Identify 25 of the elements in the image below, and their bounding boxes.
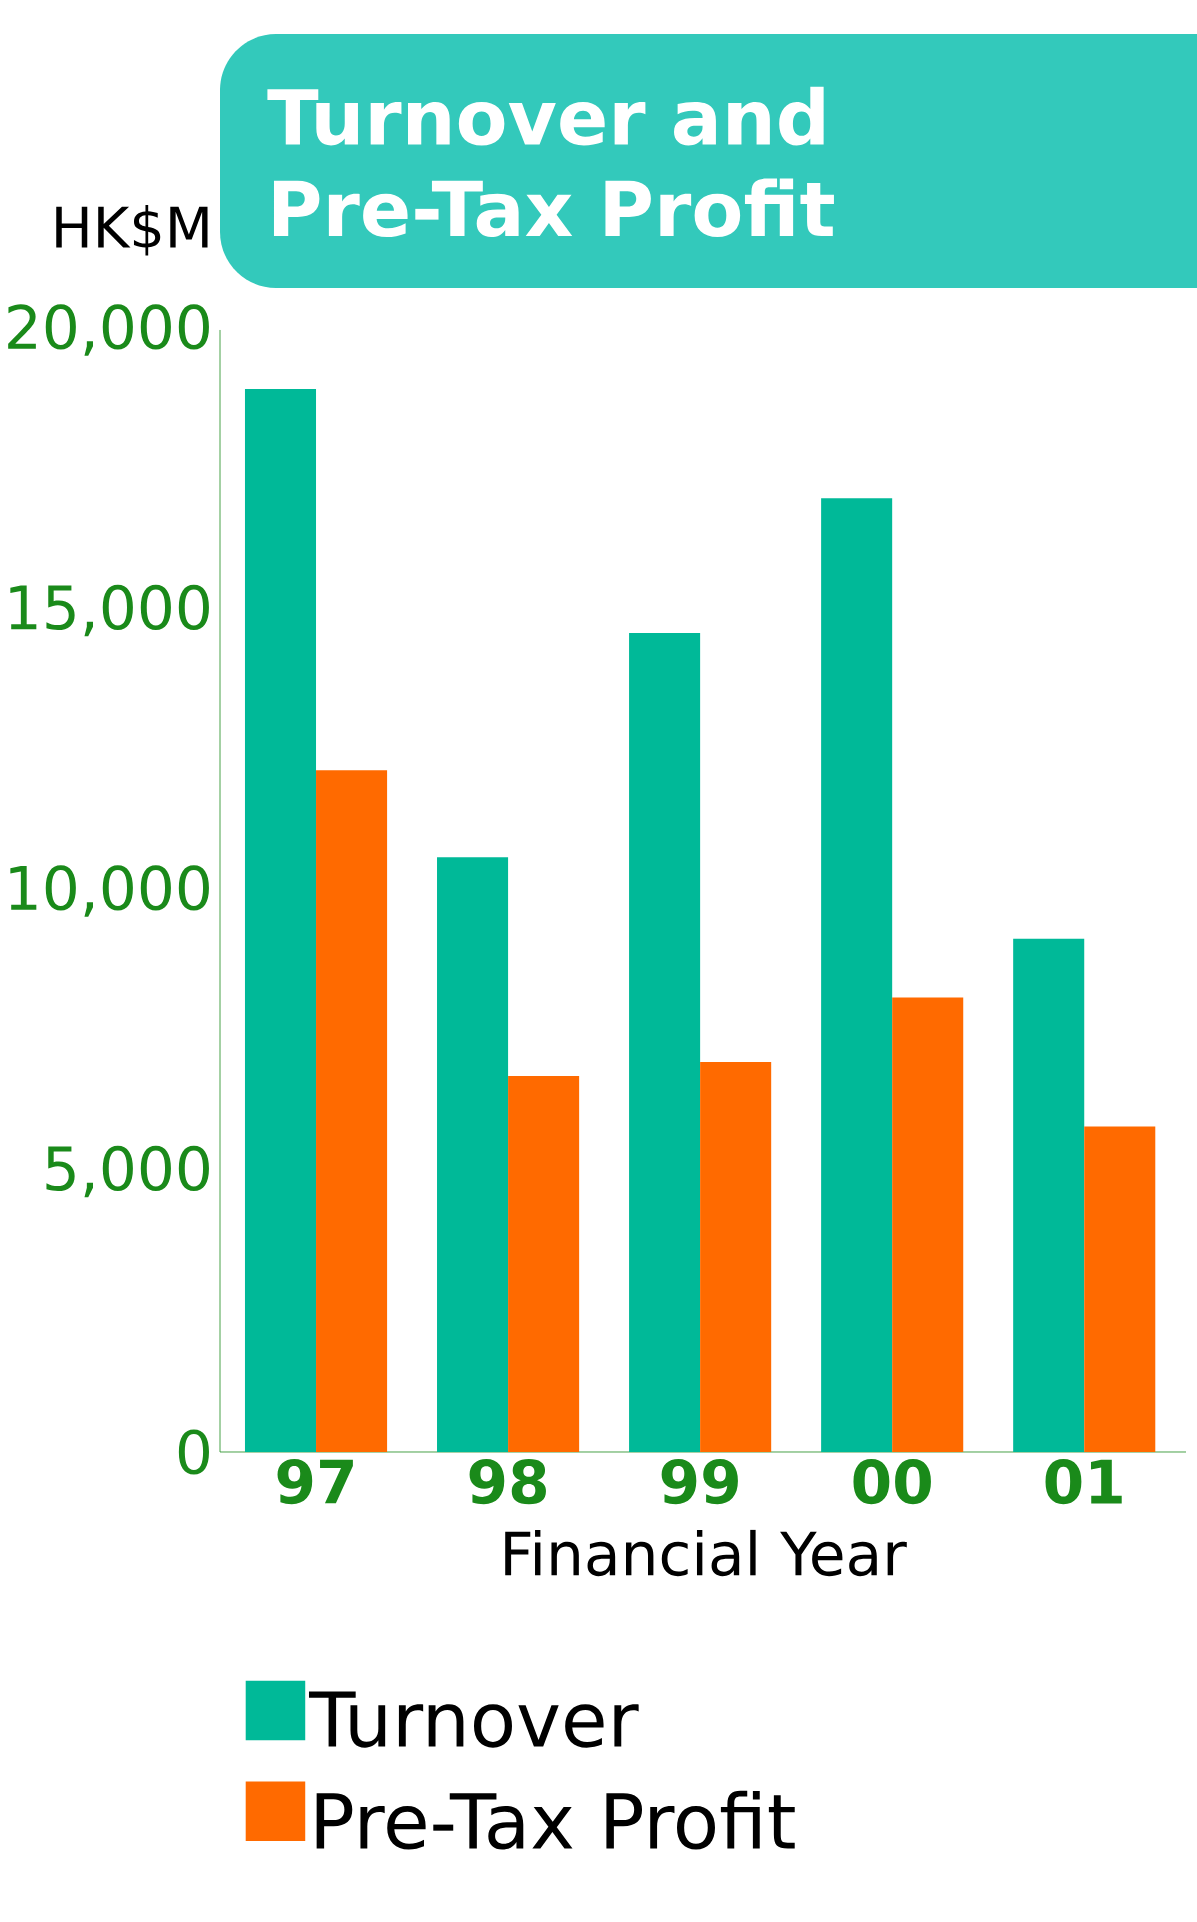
y-tick-label: 15,000 [10,584,209,637]
legend-label: Pre-Tax Profit [316,1790,795,1850]
bar [437,857,509,1452]
x-tick-label: 00 [853,1459,931,1505]
y-axis-title: HK$M [56,205,208,256]
x-tick-label: 01 [1045,1459,1122,1505]
bar [821,498,893,1452]
bar [1084,1126,1156,1452]
y-tick-label: 20,000 [8,304,209,356]
legend-label: Turnover [308,1691,639,1748]
x-tick-label: 97 [277,1459,353,1505]
chart-title: Turnover and Pre-Tax Profit [267,86,834,238]
bar [244,388,317,1452]
bar [316,770,388,1452]
bar [892,997,964,1452]
x-tick-label: 98 [469,1459,546,1505]
bar [629,632,701,1452]
bar [700,1062,772,1452]
y-tick-label: 10,000 [10,865,209,917]
y-tick-label: 5,000 [46,1145,209,1198]
bar [1013,938,1085,1452]
x-axis-title: Financial Year [505,1529,907,1577]
y-tick-label: 0 [178,1429,209,1475]
x-tick-label: 99 [661,1459,738,1505]
bar [508,1076,580,1452]
